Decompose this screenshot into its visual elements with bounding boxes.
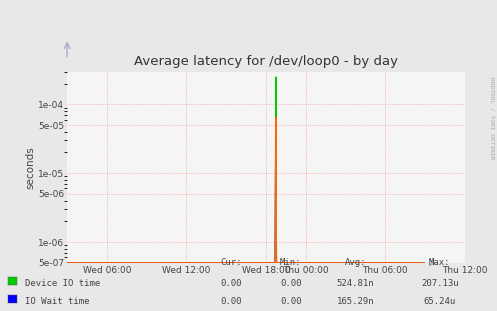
Text: 165.29n: 165.29n <box>336 297 374 305</box>
Text: Avg:: Avg: <box>344 258 366 267</box>
Text: IO Wait time: IO Wait time <box>25 297 89 305</box>
Text: 207.13u: 207.13u <box>421 279 459 287</box>
Text: RRDTOOL / TOBI OETIKER: RRDTOOL / TOBI OETIKER <box>490 77 495 160</box>
Text: 0.00: 0.00 <box>220 297 242 305</box>
Text: 0.00: 0.00 <box>280 297 302 305</box>
Text: 0.00: 0.00 <box>220 279 242 287</box>
Text: 0.00: 0.00 <box>280 279 302 287</box>
Text: Cur:: Cur: <box>220 258 242 267</box>
Text: 524.81n: 524.81n <box>336 279 374 287</box>
Text: Max:: Max: <box>429 258 451 267</box>
Title: Average latency for /dev/loop0 - by day: Average latency for /dev/loop0 - by day <box>134 55 398 67</box>
Y-axis label: seconds: seconds <box>25 146 35 188</box>
Text: 65.24u: 65.24u <box>424 297 456 305</box>
Text: Device IO time: Device IO time <box>25 279 100 287</box>
Text: Min:: Min: <box>280 258 302 267</box>
